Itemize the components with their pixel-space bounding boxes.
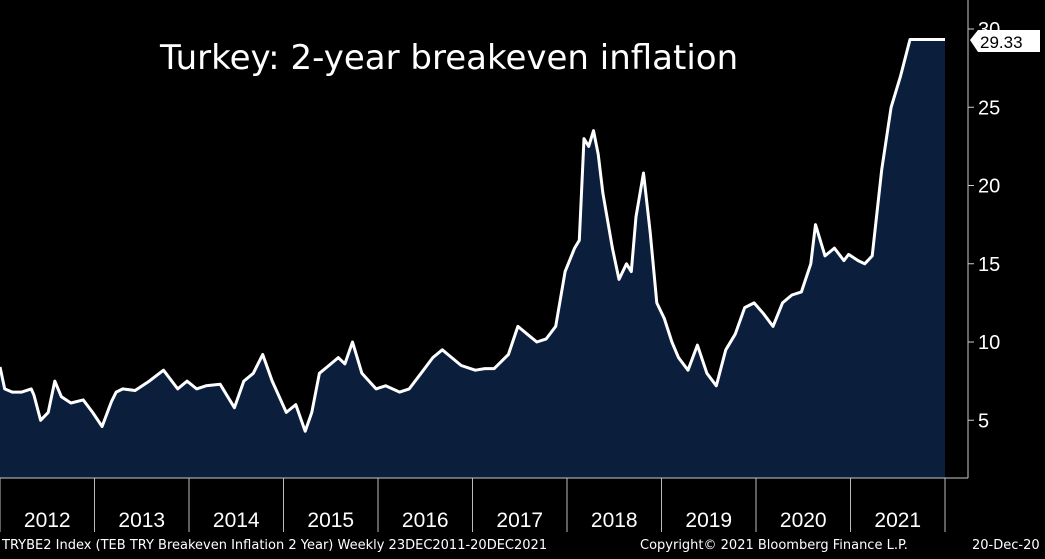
footer-date: 20-Dec-20 <box>972 538 1040 553</box>
y-tick-label: 15 <box>978 254 1000 276</box>
x-tick-label: 2018 <box>591 509 638 532</box>
last-value-label: 29.33 <box>970 30 1040 52</box>
footer-security-description: TRYBE2 Index (TEB TRY Breakeven Inflatio… <box>2 538 548 553</box>
series-line <box>0 38 945 433</box>
y-tick-label: 20 <box>978 176 1000 198</box>
x-tick-label: 2016 <box>402 509 449 532</box>
x-tick-label: 2020 <box>780 509 827 532</box>
x-tick-label: 2013 <box>118 509 165 532</box>
x-axis-ticks: 2012 2013 2014 2015 2016 2017 2018 2019 2020 2021 <box>0 478 946 532</box>
x-tick-label: 2015 <box>307 509 354 532</box>
x-tick-label: 2012 <box>24 509 71 532</box>
footer-copyright: Copyright© 2021 Bloomberg Finance L.P. <box>640 538 908 553</box>
x-tick-label: 2017 <box>496 509 543 532</box>
x-tick-label: 2021 <box>874 509 921 532</box>
series-area <box>0 39 945 478</box>
x-tick-label: 2019 <box>685 509 732 532</box>
last-value-text: 29.33 <box>980 33 1023 52</box>
y-tick-label: 25 <box>978 97 1000 119</box>
x-tick-label: 2014 <box>213 509 260 532</box>
last-value-box <box>970 30 1040 52</box>
chart-title: Turkey: 2-year breakeven inflation <box>160 38 739 78</box>
y-tick-label: 5 <box>978 410 989 432</box>
y-tick-label: 10 <box>978 332 1000 354</box>
